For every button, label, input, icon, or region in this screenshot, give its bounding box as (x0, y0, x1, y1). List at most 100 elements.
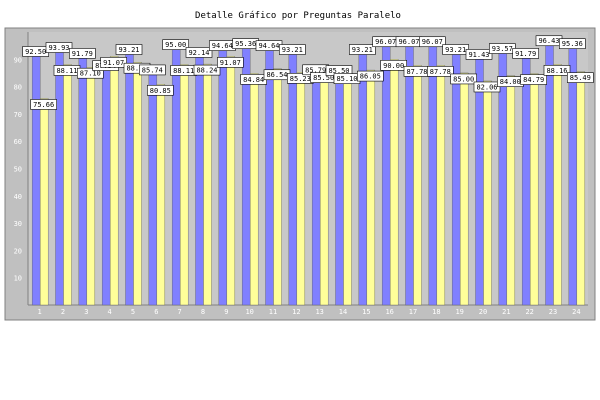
x-tick-label: 15 (362, 308, 370, 316)
data-label-text: 96.07 (422, 38, 443, 46)
data-label-series-1: 91.79 (512, 48, 539, 59)
bar-series-2 (413, 65, 422, 306)
data-label-text: 88.11 (56, 67, 77, 75)
bar-series-1 (475, 55, 484, 306)
data-label-text: 88.24 (196, 67, 217, 75)
bar-series-2 (226, 56, 236, 306)
bar-series-2 (156, 84, 166, 306)
x-tick-label: 18 (432, 308, 440, 316)
x-tick-label: 8 (201, 308, 205, 316)
bar-series-2 (343, 72, 352, 306)
data-label-series-2: 86.05 (357, 70, 384, 82)
data-label-series-1: 85.74 (139, 64, 166, 76)
data-label-text: 85.79 (305, 66, 326, 74)
data-label-series-2: 80.85 (147, 84, 174, 96)
bar-series-2 (483, 80, 492, 306)
data-label-text: 93.21 (445, 46, 466, 54)
bar-series-1 (101, 66, 111, 306)
data-label-series-1: 92.50 (22, 46, 49, 57)
data-label-text: 92.14 (188, 49, 209, 57)
data-label-series-2: 82.06 (473, 81, 501, 93)
bar-series-1 (288, 50, 298, 306)
bar-series-1 (311, 70, 321, 306)
bar-series-1 (428, 42, 438, 306)
data-label-series-1: 93.21 (349, 44, 376, 55)
x-tick-label: 7 (178, 308, 182, 316)
data-label-box (193, 64, 221, 76)
bar-series-1 (218, 46, 228, 306)
data-label-text: 93.93 (48, 44, 69, 52)
data-label-text: 86.54 (266, 71, 287, 79)
data-label-series-1: 96.43 (535, 35, 563, 47)
bar-series-2 (319, 71, 329, 306)
data-label-box (77, 67, 104, 79)
bar-series-2 (39, 98, 49, 306)
bar-series-2 (109, 56, 119, 306)
data-label-text: 84.84 (243, 76, 264, 84)
data-label-series-1: 96.07 (419, 36, 446, 48)
x-tick-label: 5 (131, 308, 135, 316)
data-label-series-2: 84.79 (520, 74, 547, 85)
data-label-text: 95.00 (165, 41, 186, 49)
data-label-box (69, 48, 96, 59)
x-tick-label: 19 (455, 308, 463, 316)
x-tick-label: 16 (385, 308, 393, 316)
data-label-text: 84.00 (500, 78, 521, 86)
bar-series-1 (521, 54, 531, 306)
data-label-text: 80.85 (150, 87, 171, 95)
bar-series-2 (249, 73, 259, 306)
bar-series-1 (568, 44, 578, 306)
bar-series-2 (576, 71, 586, 306)
bar-series-1 (335, 71, 344, 306)
x-tick-label: 20 (479, 308, 487, 316)
bar-series-1 (31, 52, 41, 306)
data-label-box (279, 44, 306, 55)
data-label-text: 84.79 (523, 76, 544, 84)
x-tick-label: 17 (409, 308, 417, 316)
data-label-box (427, 66, 454, 77)
data-label-series-2: 85.00 (450, 73, 477, 85)
data-label-series-1: 93.21 (279, 44, 306, 55)
x-tick-label: 10 (245, 308, 253, 316)
data-label-text: 93.21 (282, 46, 303, 54)
bar-series-1 (195, 53, 204, 306)
data-label-box (520, 74, 547, 85)
data-label-text: 86.05 (360, 73, 381, 81)
bar-series-1 (358, 50, 368, 306)
data-label-text: 91.79 (72, 50, 93, 58)
data-label-text: 95.36 (235, 40, 256, 48)
data-label-series-1: 95.00 (162, 39, 189, 50)
data-label-text: 96.07 (375, 38, 396, 46)
data-label-series-1: 91.43 (465, 49, 493, 60)
data-label-series-1: 94.64 (255, 40, 283, 51)
data-label-series-2: 87.10 (77, 67, 104, 79)
data-label-box (30, 99, 57, 110)
data-label-box (567, 72, 594, 83)
data-label-text: 93.21 (118, 46, 139, 54)
bar-series-2 (63, 64, 72, 306)
y-tick-label: 80 (14, 84, 22, 92)
data-label-series-2: 85.10 (333, 73, 361, 84)
bar-series-1 (125, 50, 134, 306)
bar-series-1 (451, 50, 461, 306)
y-tick-label: 70 (14, 111, 22, 119)
bar-series-1 (381, 42, 391, 306)
data-label-text: 75.66 (33, 101, 54, 109)
bar-series-1 (148, 70, 158, 306)
bar-series-2 (203, 63, 212, 306)
data-label-text: 95.36 (562, 40, 583, 48)
x-tick-label: 21 (502, 308, 510, 316)
x-tick-label: 1 (38, 308, 42, 316)
data-label-series-2: 85.49 (567, 72, 594, 83)
bar-series-2 (296, 72, 306, 306)
bar-series-1 (55, 48, 64, 306)
data-label-text: 93.57 (492, 45, 513, 53)
data-label-box (465, 49, 493, 60)
x-tick-label: 2 (61, 308, 65, 316)
bar-series-2 (506, 75, 516, 306)
data-label-text: 85.74 (142, 66, 163, 74)
data-label-text: 96.07 (398, 38, 419, 46)
data-label-box (559, 38, 586, 49)
data-label-box (349, 44, 376, 55)
data-label-series-2: 87.78 (403, 66, 431, 77)
